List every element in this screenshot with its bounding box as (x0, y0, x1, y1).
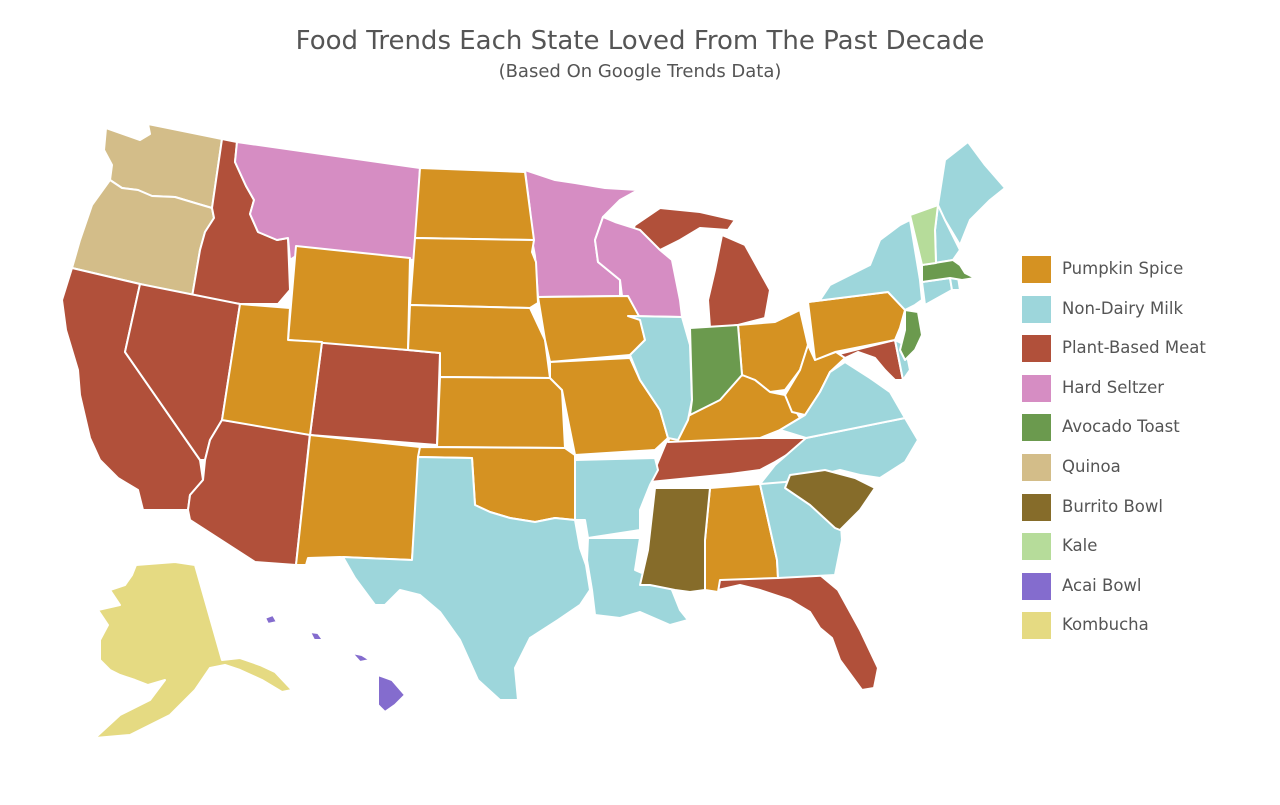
swatch-burrito-bowl (1022, 493, 1051, 521)
state-mississippi[interactable] (639, 487, 711, 593)
state-hawaii-kauai[interactable] (264, 614, 278, 625)
state-michigan-lower[interactable] (707, 234, 771, 329)
state-kansas[interactable] (436, 376, 566, 449)
state-new-york[interactable] (807, 219, 923, 311)
legend-item-kale[interactable]: Kale (1022, 533, 1206, 573)
legend-label: Avocado Toast (1062, 417, 1180, 437)
state-virginia[interactable] (779, 361, 906, 439)
swatch-hard-seltzer (1022, 374, 1051, 402)
state-hawaii-oahu[interactable] (309, 631, 324, 641)
legend-item-hard-seltzer[interactable]: Hard Seltzer (1022, 374, 1206, 415)
swatch-pumpkin-spice (1022, 256, 1051, 283)
legend-item-kombucha[interactable]: Kombucha (1022, 612, 1206, 652)
state-iowa[interactable] (537, 295, 646, 363)
swatch-plant-based-meat (1022, 335, 1051, 363)
legend-item-non-dairy-milk[interactable]: Non-Dairy Milk (1022, 295, 1206, 336)
legend-item-acai-bowl[interactable]: Acai Bowl (1022, 572, 1206, 613)
legend-label: Quinoa (1062, 456, 1121, 476)
state-hawaii-maui[interactable] (351, 652, 371, 663)
legend-item-burrito-bowl[interactable]: Burrito Bowl (1022, 493, 1206, 534)
legend-item-plant-based-meat[interactable]: Plant-Based Meat (1022, 335, 1206, 375)
legend-label: Pumpkin Spice (1062, 259, 1184, 278)
legend-label: Burrito Bowl (1062, 496, 1163, 516)
state-north-carolina[interactable] (759, 417, 919, 485)
legend-label: Kombucha (1062, 615, 1149, 635)
state-alaska[interactable] (94, 561, 293, 739)
state-florida[interactable] (714, 574, 879, 691)
state-massachusetts[interactable] (921, 259, 976, 283)
state-north-dakota[interactable] (414, 167, 535, 241)
legend-item-avocado-toast[interactable]: Avocado Toast (1022, 414, 1206, 454)
chart-subtitle: (Based On Google Trends Data) (498, 61, 782, 82)
state-texas[interactable] (342, 456, 591, 701)
state-south-dakota[interactable] (409, 237, 539, 309)
legend-label: Plant-Based Meat (1062, 338, 1206, 358)
chart-title: Food Trends Each State Loved From The Pa… (295, 26, 985, 56)
state-colorado[interactable] (309, 341, 441, 446)
swatch-quinoa (1022, 453, 1051, 481)
state-indiana[interactable] (689, 324, 743, 416)
state-new-mexico[interactable] (295, 434, 421, 566)
swatch-avocado-toast (1022, 414, 1051, 442)
swatch-kale (1022, 533, 1051, 561)
state-south-carolina[interactable] (784, 469, 876, 531)
state-hawaii-big-island[interactable] (377, 674, 406, 713)
legend-label: Acai Bowl (1062, 575, 1142, 595)
legend-label: Non-Dairy Milk (1062, 298, 1184, 318)
state-maine[interactable] (937, 141, 1006, 246)
state-arkansas[interactable] (574, 457, 659, 539)
state-utah[interactable] (221, 303, 323, 436)
swatch-kombucha (1022, 612, 1051, 640)
state-wyoming[interactable] (287, 245, 411, 351)
legend-label: Kale (1062, 536, 1098, 556)
swatch-non-dairy-milk (1022, 295, 1051, 323)
state-louisiana[interactable] (586, 537, 689, 626)
legend-item-pumpkin-spice[interactable]: Pumpkin Spice (1022, 256, 1206, 296)
legend-label: Hard Seltzer (1062, 377, 1165, 397)
legend: Pumpkin Spice Non-Dairy Milk Plant-Based… (1022, 256, 1206, 652)
swatch-acai-bowl (1022, 572, 1051, 600)
state-new-jersey[interactable] (899, 309, 923, 361)
state-vermont[interactable] (909, 204, 939, 266)
legend-item-quinoa[interactable]: Quinoa (1022, 453, 1206, 494)
